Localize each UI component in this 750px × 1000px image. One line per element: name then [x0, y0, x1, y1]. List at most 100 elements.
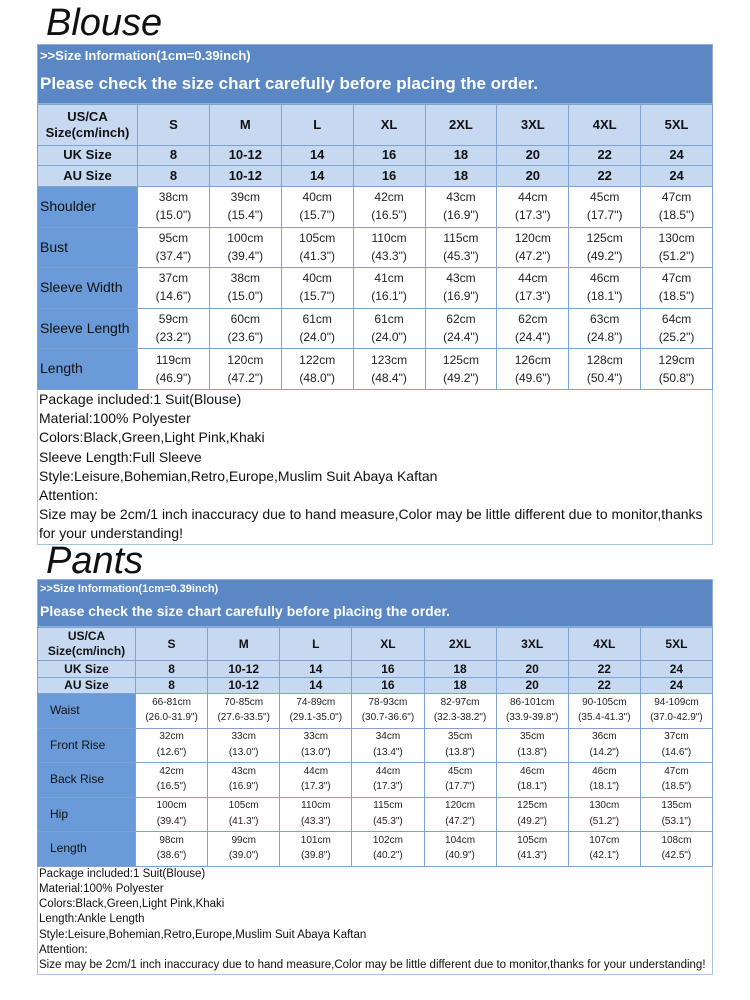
- measurement-label: Sleeve Width: [37, 267, 138, 309]
- note-line: Package included:1 Suit(Blouse): [39, 390, 242, 407]
- measurement-cell: 122cm (48.0"): [280, 348, 354, 390]
- measurement-cell: 47cm (18.5"): [640, 186, 713, 228]
- measurement-cell: 61cm (24.0"): [352, 307, 426, 350]
- measurement-cell: 44cm (17.3"): [496, 186, 570, 228]
- cm-value: 120cm: [445, 800, 476, 812]
- cm-value: 61cm: [374, 312, 404, 327]
- inch-value: (39.4"): [227, 248, 264, 263]
- inch-value: (18.1"): [517, 781, 548, 793]
- inch-value: (39.0"): [228, 850, 259, 862]
- cm-value: 107cm: [589, 834, 620, 846]
- cm-value: 105cm: [517, 834, 548, 846]
- measurement-cell: 74-89cm (29.1-35.0"): [279, 693, 353, 729]
- cm-value: 86-101cm: [509, 696, 555, 708]
- inch-value: (42.1"): [589, 850, 620, 862]
- blouse-product-notes: Package included:1 Suit(Blouse) Material:…: [37, 389, 713, 545]
- size-cell: S: [134, 627, 209, 661]
- inch-value: (49.2"): [443, 370, 479, 385]
- au-size-row: AU Size 8 10-12 14 16 18 20 22 24: [37, 165, 713, 187]
- note-line: Attention:: [39, 486, 99, 503]
- cm-value: 44cm: [518, 190, 548, 205]
- cm-value: 42cm: [374, 190, 404, 205]
- note-line: Attention:: [39, 943, 88, 956]
- measurement-cell: 59cm (23.2"): [137, 307, 210, 350]
- cm-value: 129cm: [658, 352, 695, 367]
- blouse-size-chart: >>Size Information(1cm=0.39inch) Please c…: [37, 44, 713, 545]
- order-notice: Please check the size chart carefully be…: [40, 74, 538, 93]
- measurement-cell: 60cm (23.6"): [208, 307, 282, 350]
- size-cell: 22: [568, 145, 642, 166]
- inch-value: (24.4"): [443, 330, 479, 345]
- size-cell: 8: [137, 165, 210, 187]
- measurement-cell: 35cm (13.8"): [423, 727, 497, 763]
- measurement-cell: 104cm (40.9"): [423, 831, 497, 867]
- measurement-cell: 63cm (24.8"): [568, 307, 642, 350]
- cm-value: 44cm: [518, 271, 548, 286]
- size-cell: 18: [424, 165, 498, 187]
- inch-value: (13.8"): [517, 746, 548, 758]
- size-cell: 16: [351, 677, 425, 694]
- cm-value: 119cm: [155, 352, 191, 367]
- inch-value: (15.0"): [155, 208, 192, 223]
- measurement-cell: 115cm (45.3"): [351, 796, 425, 832]
- cm-value: 34cm: [375, 731, 401, 743]
- size-cell: 18: [424, 145, 498, 166]
- cm-value: 64cm: [661, 312, 692, 327]
- measurement-cell: 108cm (42.5"): [639, 831, 714, 867]
- cm-value: 122cm: [299, 352, 336, 367]
- measurement-cell: 45cm (17.7"): [568, 186, 642, 228]
- inch-value: (16.5"): [371, 208, 407, 223]
- inch-value: (47.2"): [445, 815, 475, 827]
- size-cell: 24: [640, 165, 713, 187]
- measurement-cell: 110cm (43.3"): [279, 796, 353, 832]
- measurement-cell: 98cm (38.6"): [134, 831, 209, 867]
- size-cell: 8: [137, 145, 210, 166]
- cm-value: 135cm: [661, 800, 692, 812]
- inch-value: (27.6-33.5"): [217, 712, 270, 724]
- inch-value: (16.9"): [443, 208, 479, 223]
- inch-value: (14.2"): [589, 746, 620, 758]
- cm-value: 59cm: [158, 312, 189, 327]
- note-line: Size may be 2cm/1 inch inaccuracy due to…: [39, 959, 706, 972]
- measurement-cell: 125cm (49.2"): [424, 348, 498, 390]
- measurement-cell: 62cm (24.4"): [424, 307, 498, 350]
- cm-value: 33cm: [231, 731, 256, 743]
- pants-header-band: >>Size Information(1cm=0.39inch) Please c…: [37, 579, 713, 627]
- cm-value: 102cm: [372, 834, 403, 846]
- inch-value: (15.0"): [227, 289, 264, 304]
- size-cell: 24: [639, 677, 714, 694]
- measurement-cell: 46cm (18.1"): [495, 762, 569, 798]
- inch-value: (17.7"): [586, 208, 623, 223]
- cm-value: 40cm: [302, 271, 332, 286]
- inch-value: (15.7"): [299, 208, 335, 223]
- measurement-label: Waist: [37, 693, 136, 729]
- cm-value: 123cm: [371, 352, 408, 367]
- inch-value: (23.6"): [227, 330, 264, 345]
- cm-value: 125cm: [442, 352, 479, 367]
- cm-value: 120cm: [227, 352, 264, 367]
- cm-value: 38cm: [158, 190, 189, 205]
- measurement-cell: 125cm (49.2"): [568, 226, 642, 269]
- inch-value: (24.0"): [371, 330, 407, 345]
- cm-value: 105cm: [299, 230, 336, 245]
- measurement-cell: 101cm (39.8"): [279, 831, 353, 867]
- size-cell: 4XL: [568, 104, 642, 146]
- cm-value: 43cm: [446, 271, 476, 286]
- inch-value: (41.3"): [299, 248, 335, 263]
- size-cell: 8: [134, 660, 209, 678]
- measurement-label: Bust: [37, 226, 138, 269]
- cm-value: 37cm: [158, 271, 189, 286]
- inch-value: (16.9"): [228, 781, 259, 793]
- inch-value: (18.5"): [658, 208, 695, 223]
- inch-value: (17.7"): [445, 781, 475, 793]
- measurement-cell: 33cm (13.0"): [207, 727, 281, 763]
- inch-value: (45.3"): [373, 815, 403, 827]
- pants-product-notes: Package included:1 Suit(Blouse) Material:…: [37, 866, 713, 975]
- measurement-cell: 120cm (47.2"): [423, 796, 497, 832]
- measurement-cell: 43cm (16.9"): [207, 762, 281, 798]
- measurement-row: Front Rise 32cm (12.6") 33cm (13.0") 33cm (13.…: [37, 727, 714, 763]
- inch-value: (32.3-38.2"): [433, 712, 487, 724]
- measurement-cell: 40cm (15.7"): [280, 186, 354, 228]
- size-cell: 18: [423, 677, 497, 694]
- measurement-cell: 70-85cm (27.6-33.5"): [207, 693, 281, 729]
